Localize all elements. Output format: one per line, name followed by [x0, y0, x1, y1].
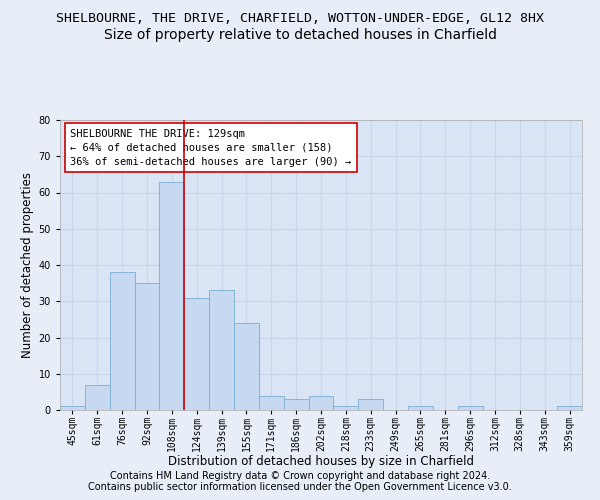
Text: SHELBOURNE, THE DRIVE, CHARFIELD, WOTTON-UNDER-EDGE, GL12 8HX: SHELBOURNE, THE DRIVE, CHARFIELD, WOTTON… [56, 12, 544, 26]
Bar [259, 396, 284, 410]
Bar [160, 182, 184, 410]
Text: Contains HM Land Registry data © Crown copyright and database right 2024.: Contains HM Land Registry data © Crown c… [110, 471, 490, 481]
Bar [85, 384, 110, 410]
Bar [284, 399, 308, 410]
X-axis label: Distribution of detached houses by size in Charfield: Distribution of detached houses by size … [168, 455, 474, 468]
Text: SHELBOURNE THE DRIVE: 129sqm
← 64% of detached houses are smaller (158)
36% of s: SHELBOURNE THE DRIVE: 129sqm ← 64% of de… [70, 128, 352, 166]
Text: Size of property relative to detached houses in Charfield: Size of property relative to detached ho… [104, 28, 497, 42]
Bar [334, 406, 358, 410]
Text: Contains public sector information licensed under the Open Government Licence v3: Contains public sector information licen… [88, 482, 512, 492]
Bar [458, 406, 482, 410]
Bar [60, 406, 85, 410]
Bar [110, 272, 134, 410]
Bar [209, 290, 234, 410]
Bar [308, 396, 334, 410]
Bar [408, 406, 433, 410]
Bar [184, 298, 209, 410]
Bar [134, 283, 160, 410]
Bar [557, 406, 582, 410]
Bar [234, 323, 259, 410]
Bar [358, 399, 383, 410]
Y-axis label: Number of detached properties: Number of detached properties [22, 172, 34, 358]
